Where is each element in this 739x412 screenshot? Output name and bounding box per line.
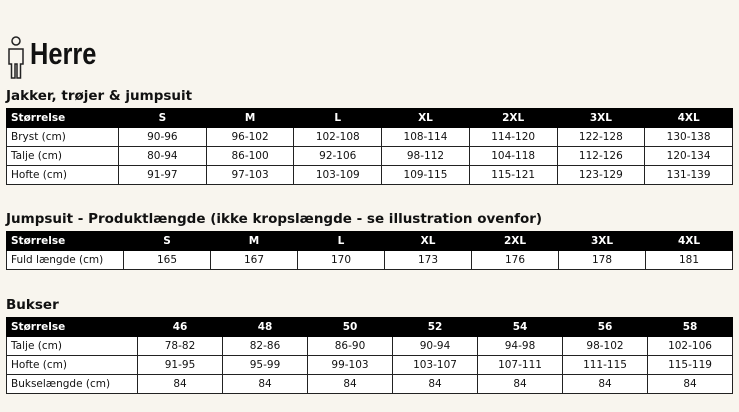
table-cell: 112-126 — [556, 146, 646, 166]
table-row: Talje (cm) 80-94 86-100 92-106 98-112 104-118… — [6, 146, 733, 166]
table-cell: 94-98 — [477, 336, 563, 356]
table-cell: 109-115 — [381, 165, 470, 185]
table-cell: 102-108 — [293, 127, 383, 147]
table-cell: 84 — [477, 374, 563, 394]
table-cell: 178 — [558, 250, 646, 270]
table-cell: 131-139 — [644, 165, 733, 185]
table-cell: 130-138 — [644, 127, 733, 147]
table-row: Bryst (cm) 90-96 96-102 102-108 108-114 114-1… — [6, 127, 733, 147]
table-cell: 170 — [297, 250, 385, 270]
row-label: Hofte (cm) — [6, 355, 138, 375]
row-label: Bukselængde (cm) — [6, 374, 138, 394]
row-label: Fuld længde (cm) — [6, 250, 124, 270]
table-cell: 107-111 — [477, 355, 563, 375]
column-header: 58 — [647, 317, 733, 337]
column-header: 2XL — [471, 231, 559, 251]
column-header: 4XL — [645, 231, 733, 251]
column-header: S — [123, 231, 211, 251]
table-cell: 111-115 — [562, 355, 648, 375]
column-header: 52 — [392, 317, 478, 337]
table-cell: 123-129 — [556, 165, 646, 185]
table-cell: 102-106 — [647, 336, 733, 356]
table-cell: 96-102 — [205, 127, 295, 147]
table-cell: 115-121 — [468, 165, 558, 185]
table-row: Bukselængde (cm) 84 84 84 84 84 84 84 — [6, 374, 733, 394]
table-cell: 78-82 — [137, 336, 223, 356]
table-cell: 84 — [137, 374, 223, 394]
column-header: 3XL — [556, 108, 646, 128]
table-cell: 84 — [562, 374, 648, 394]
size-table: Størrelse S M L XL 2XL 3XL 4XL Fuld længde (cm) 1… — [6, 231, 733, 270]
size-table: Størrelse S M L XL 2XL 3XL 4XL Bryst (cm) 90-96 96… — [6, 108, 733, 185]
table-cell: 84 — [307, 374, 393, 394]
table-cell: 84 — [647, 374, 733, 394]
section-title: Bukser — [6, 297, 59, 313]
column-header: 50 — [307, 317, 393, 337]
column-header: 4XL — [644, 108, 733, 128]
column-header: M — [210, 231, 298, 251]
column-header: Størrelse — [6, 317, 138, 337]
table-cell: 82-86 — [222, 336, 308, 356]
column-header: L — [297, 231, 385, 251]
column-header: 2XL — [468, 108, 558, 128]
column-header: L — [293, 108, 383, 128]
table-cell: 181 — [645, 250, 733, 270]
row-label: Talje (cm) — [6, 146, 119, 166]
table-row: Fuld længde (cm) 165 167 170 173 176 178 181 — [6, 250, 733, 270]
table-cell: 84 — [222, 374, 308, 394]
row-label: Hofte (cm) — [6, 165, 119, 185]
table-cell: 122-128 — [556, 127, 646, 147]
table-cell: 97-103 — [205, 165, 295, 185]
header-row: Størrelse S M L XL 2XL 3XL 4XL — [6, 231, 733, 251]
person-icon — [8, 36, 24, 79]
row-label: Bryst (cm) — [6, 127, 119, 147]
size-table: Størrelse 46 48 50 52 54 56 58 Talje (cm) 78-82 82… — [6, 317, 733, 394]
table-cell: 108-114 — [381, 127, 470, 147]
column-header: Størrelse — [6, 108, 119, 128]
row-label: Talje (cm) — [6, 336, 138, 356]
column-header: 3XL — [558, 231, 646, 251]
table-row: Hofte (cm) 91-97 97-103 103-109 109-115 115-1… — [6, 165, 733, 185]
header-row: Størrelse 46 48 50 52 54 56 58 — [6, 317, 733, 337]
table-cell: 176 — [471, 250, 559, 270]
page-title: Herre — [30, 36, 97, 71]
table-cell: 90-96 — [118, 127, 207, 147]
table-cell: 91-95 — [137, 355, 223, 375]
column-header: M — [205, 108, 295, 128]
table-row: Hofte (cm) 91-95 95-99 99-103 103-107 107-111… — [6, 355, 733, 375]
table-cell: 90-94 — [392, 336, 478, 356]
section-title: Jakker, trøjer & jumpsuit — [6, 88, 193, 104]
table-cell: 104-118 — [468, 146, 558, 166]
table-cell: 91-97 — [118, 165, 207, 185]
column-header: XL — [384, 231, 472, 251]
table-cell: 86-100 — [205, 146, 295, 166]
column-header: S — [118, 108, 207, 128]
column-header: XL — [381, 108, 470, 128]
table-cell: 103-109 — [293, 165, 383, 185]
header-row: Størrelse S M L XL 2XL 3XL 4XL — [6, 108, 733, 128]
table-cell: 167 — [210, 250, 298, 270]
table-cell: 84 — [392, 374, 478, 394]
table-cell: 98-112 — [381, 146, 470, 166]
table-cell: 80-94 — [118, 146, 207, 166]
column-header: 48 — [222, 317, 308, 337]
table-cell: 103-107 — [392, 355, 478, 375]
column-header: 56 — [562, 317, 648, 337]
table-cell: 120-134 — [644, 146, 733, 166]
table-row: Talje (cm) 78-82 82-86 86-90 90-94 94-98 98-10… — [6, 336, 733, 356]
table-cell: 99-103 — [307, 355, 393, 375]
column-header: Størrelse — [6, 231, 124, 251]
table-cell: 114-120 — [468, 127, 558, 147]
table-cell: 86-90 — [307, 336, 393, 356]
column-header: 46 — [137, 317, 223, 337]
column-header: 54 — [477, 317, 563, 337]
table-cell: 115-119 — [647, 355, 733, 375]
table-cell: 92-106 — [293, 146, 383, 166]
table-cell: 95-99 — [222, 355, 308, 375]
section-title: Jumpsuit - Produktlængde (ikke kropslæng… — [6, 211, 543, 227]
table-cell: 98-102 — [562, 336, 648, 356]
table-cell: 165 — [123, 250, 211, 270]
table-cell: 173 — [384, 250, 472, 270]
